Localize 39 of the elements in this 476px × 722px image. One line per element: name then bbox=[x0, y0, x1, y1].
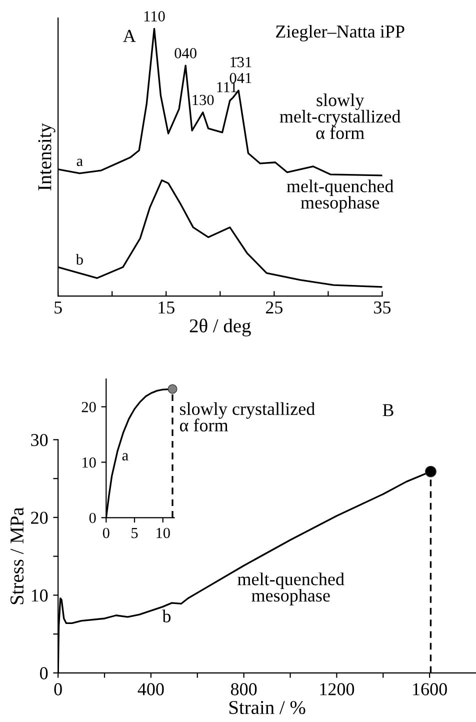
annotation: 130 bbox=[192, 94, 214, 106]
y-tick-label: 10 bbox=[82, 457, 96, 468]
x-tick-label: 35 bbox=[374, 301, 391, 314]
annotation: A bbox=[123, 30, 136, 42]
annotation: a bbox=[122, 453, 128, 461]
y-tick-label: 0 bbox=[40, 667, 48, 680]
text: slowly crystallized α form bbox=[180, 402, 315, 432]
y-tick-label: 20 bbox=[82, 402, 96, 412]
annotation: 040 bbox=[174, 48, 196, 58]
annotation: b bbox=[76, 254, 83, 265]
annotation: 110 bbox=[144, 11, 165, 22]
x-tick-label: 1200 bbox=[320, 683, 354, 696]
x-tick-label: 25 bbox=[266, 301, 282, 314]
annotation: b bbox=[162, 610, 171, 622]
x-tick-label: 800 bbox=[230, 683, 257, 696]
annotation: slowly melt-crystallized α form bbox=[280, 94, 401, 140]
annotation: 111 bbox=[217, 82, 237, 92]
y-tick-label: 30 bbox=[31, 434, 48, 446]
annotation: melt-quenched mesophase bbox=[286, 180, 394, 212]
annotation: a bbox=[76, 158, 83, 166]
x-tick-label: 5 bbox=[54, 302, 62, 314]
x-tick-label: 5 bbox=[132, 528, 138, 538]
x-tick-label: 0 bbox=[54, 683, 62, 696]
y-tick-label: 20 bbox=[31, 512, 48, 524]
y-axis-title: Intensity bbox=[38, 123, 56, 190]
x-tick-label: 1600 bbox=[413, 683, 447, 696]
x-axis-title: Strain / % bbox=[229, 700, 306, 714]
x-tick-label: 400 bbox=[138, 683, 164, 696]
y-axis-title: Stress / MPa bbox=[10, 507, 24, 604]
x-tick-label: 15 bbox=[158, 301, 174, 314]
x-axis-title: 2θ / deg bbox=[190, 318, 251, 336]
chart-title: Ziegler–Natta iPP bbox=[276, 24, 404, 42]
annotation: 1̄31 041 bbox=[230, 56, 252, 84]
y-tick-label: 10 bbox=[32, 589, 48, 602]
y-tick-label: 0 bbox=[89, 512, 96, 524]
x-tick-label: 10 bbox=[156, 528, 170, 538]
text: B bbox=[382, 404, 394, 416]
annotation: melt-quenched mesophase bbox=[238, 572, 344, 606]
x-tick-label: 0 bbox=[102, 528, 110, 538]
